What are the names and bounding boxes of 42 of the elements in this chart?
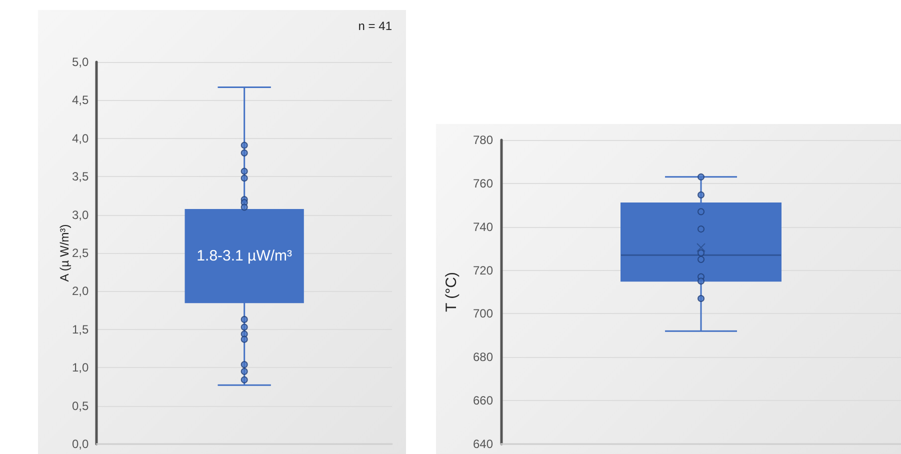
- y-tick-label: 640: [472, 437, 494, 451]
- y-tick-label: 2,0: [72, 284, 89, 298]
- point: [240, 204, 248, 211]
- point: [240, 361, 248, 368]
- point: [240, 142, 248, 149]
- y-tick-label: 780: [472, 133, 494, 147]
- y-tick-label: 3,5: [72, 170, 89, 184]
- point: [698, 278, 705, 285]
- point: [240, 336, 248, 343]
- point: [698, 226, 705, 233]
- y-tick-label: 720: [472, 263, 494, 278]
- point: [698, 208, 705, 216]
- point: [240, 168, 248, 175]
- y-tick-label: 4,5: [72, 93, 89, 108]
- point: [240, 324, 248, 331]
- y-tick-label: 1,5: [72, 322, 89, 336]
- y-tick-label: 2,5: [72, 246, 89, 260]
- y-tick-label: 5,0: [72, 55, 89, 69]
- point: [240, 316, 248, 323]
- point: [698, 191, 705, 198]
- y-tick-label: 740: [472, 220, 494, 234]
- point: [698, 249, 705, 256]
- y-tick-label: 0,0: [72, 437, 89, 451]
- point: [240, 368, 248, 375]
- point: [240, 376, 248, 384]
- point: [698, 295, 705, 302]
- y-tick-label: 680: [472, 350, 494, 364]
- point: [240, 149, 248, 156]
- y-tick-label: 3,0: [72, 208, 89, 222]
- y-tick-label: 0,5: [72, 398, 89, 413]
- annotation: 1.8-3.1 µW/m³: [196, 248, 292, 265]
- y-tick-label: 660: [472, 394, 494, 408]
- y-tick-label: 700: [472, 306, 494, 321]
- y-tick-label: 760: [472, 176, 494, 190]
- point: [240, 174, 248, 182]
- y-axis-title: T (°C): [443, 272, 460, 312]
- point: [698, 256, 705, 263]
- y-tick-label: 1,0: [72, 360, 89, 375]
- y-tick-label: 4,0: [72, 131, 89, 146]
- y-axis-title: A (µ W/m³): [58, 224, 72, 282]
- text: n = 41: [358, 19, 392, 33]
- point: [698, 173, 705, 180]
